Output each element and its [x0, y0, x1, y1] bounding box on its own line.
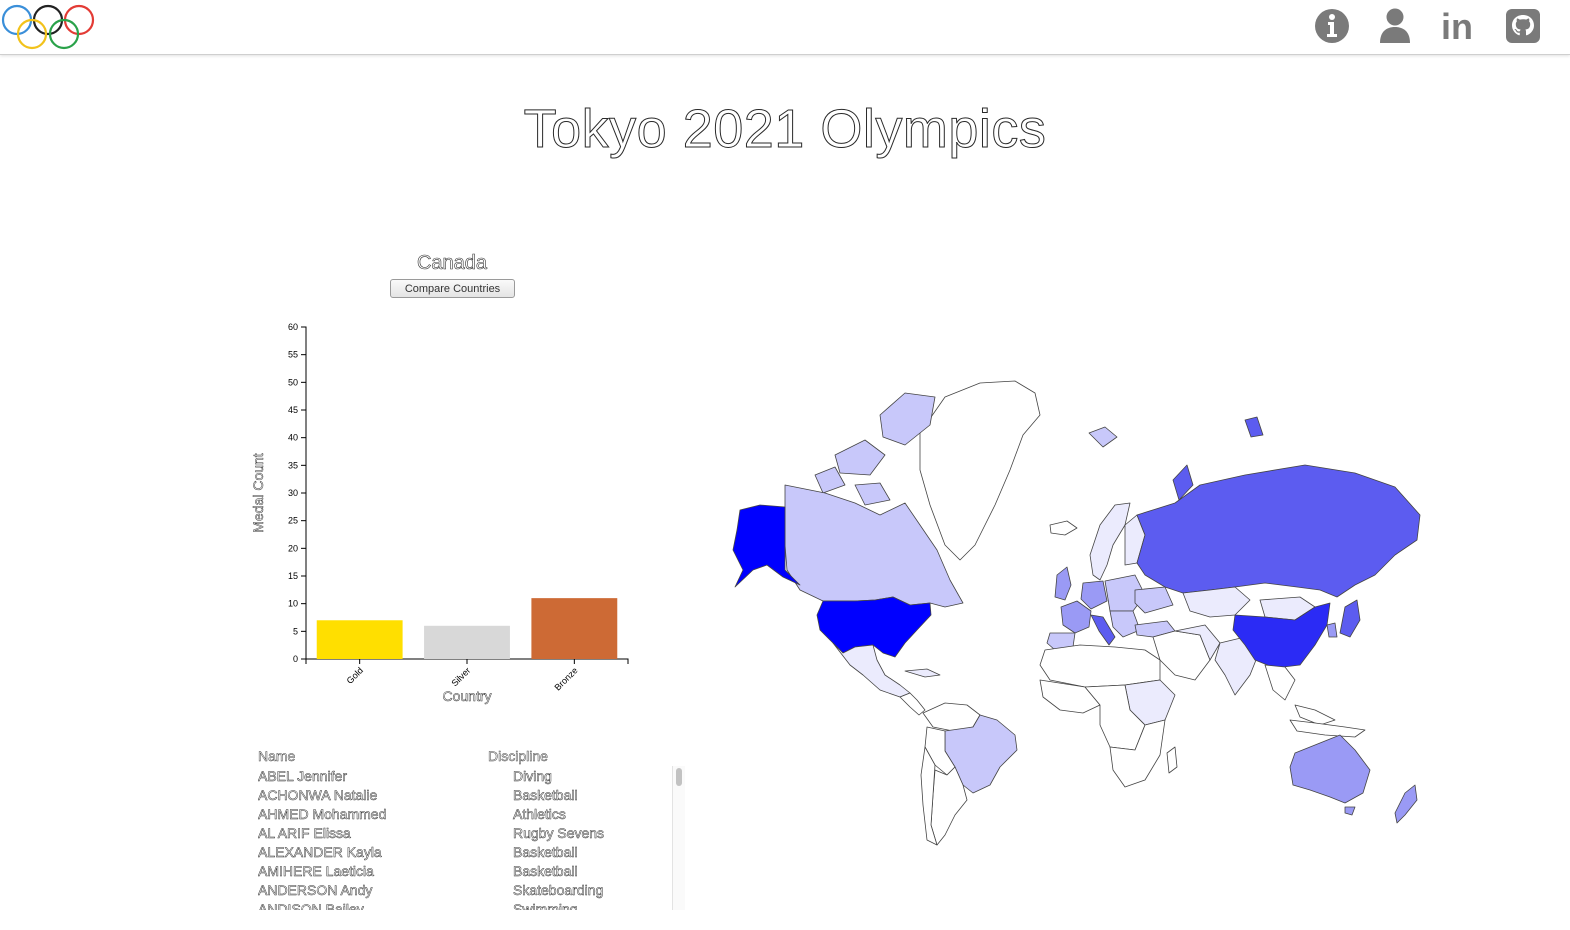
athlete-discipline: Basketball [513, 863, 578, 880]
country-united-kingdom[interactable] [1054, 566, 1072, 601]
info-icon[interactable] [1312, 6, 1352, 46]
athlete-name: ALEXANDER Kayla [258, 844, 382, 861]
medal-bar-chart: 0 5 10 15 20 25 30 35 40 45 50 55 60 Gold Silver Bronz… [250, 322, 629, 704]
world-medal-map[interactable] [705, 375, 1425, 850]
table-row[interactable]: ALEXANDER Kayla Basketball [258, 843, 668, 862]
table-row[interactable]: ABEL Jennifer Diving [258, 767, 668, 786]
table-row[interactable]: ANDISON Bailey Swimming [258, 900, 668, 910]
y-tick-label: 50 [288, 377, 298, 387]
athletes-scrollbar[interactable] [672, 766, 685, 910]
github-icon[interactable] [1503, 6, 1543, 46]
country-cuba[interactable] [904, 668, 941, 678]
country-chile[interactable] [920, 746, 938, 846]
athlete-discipline: Skateboarding [513, 882, 604, 899]
country-russia-arctic[interactable] [1172, 416, 1264, 501]
y-tick-label: 0 [293, 654, 298, 664]
country-france[interactable] [1060, 600, 1092, 634]
country-usa-alaska[interactable] [732, 504, 801, 588]
country-central-america[interactable] [899, 692, 926, 716]
y-tick-label: 5 [293, 626, 298, 636]
athlete-discipline: Basketball [513, 844, 578, 861]
bars [316, 598, 618, 659]
country-canada[interactable] [784, 484, 964, 608]
top-navbar: in [0, 0, 1570, 55]
athlete-discipline: Diving [513, 768, 552, 785]
country-mexico[interactable] [832, 642, 911, 698]
y-tick-label: 35 [288, 460, 298, 470]
country-tasmania[interactable] [1344, 806, 1356, 816]
x-tick-label: Silver [449, 665, 472, 688]
table-row[interactable]: ACHONWA Natalie Basketball [258, 786, 668, 805]
column-header-name: Name [258, 748, 296, 764]
country-greenland[interactable] [919, 380, 1041, 561]
athlete-name: AMIHERE Laeticia [258, 863, 374, 880]
country-korea[interactable] [1326, 622, 1338, 638]
athlete-name: ANDERSON Andy [258, 882, 373, 899]
selected-country-name: Canada [416, 252, 488, 275]
y-axis-label: Medal Count [250, 453, 266, 532]
y-tick-label: 60 [288, 322, 298, 332]
country-madagascar[interactable] [1166, 746, 1178, 774]
country-new-zealand[interactable] [1394, 784, 1418, 824]
athlete-name: AHMED Mohammed [258, 806, 387, 823]
country-southeast-asia[interactable] [1264, 664, 1336, 726]
athlete-discipline: Swimming [513, 901, 578, 910]
country-canada-arctic[interactable] [814, 392, 936, 506]
athlete-discipline: Athletics [513, 806, 566, 823]
bar-silver[interactable] [424, 625, 510, 659]
country-balkans[interactable] [1109, 610, 1141, 638]
bar-gold[interactable] [316, 620, 403, 659]
athletes-scrollbar-thumb[interactable] [676, 768, 682, 786]
y-axis: 0 5 10 15 20 25 30 35 40 45 50 55 60 [288, 322, 307, 664]
table-row[interactable]: AL ARIF Elissa Rugby Sevens [258, 824, 668, 843]
column-header-discipline: Discipline [488, 748, 548, 764]
linkedin-icon[interactable]: in [1437, 6, 1477, 46]
y-tick-label: 45 [288, 405, 298, 415]
athlete-discipline: Rugby Sevens [513, 825, 605, 842]
olympic-rings-logo[interactable] [0, 2, 100, 50]
country-southern-africa[interactable] [1109, 719, 1166, 788]
athlete-name: ANDISON Bailey [258, 901, 364, 910]
country-iceland[interactable] [1049, 520, 1078, 536]
athlete-name: AL ARIF Elissa [258, 825, 351, 842]
country-north-africa[interactable] [1039, 644, 1161, 688]
country-ukraine[interactable] [1134, 586, 1174, 614]
page-title: Tokyo 2021 Olympics [523, 99, 1047, 160]
y-tick-label: 10 [288, 599, 298, 609]
country-svalbard[interactable] [1088, 426, 1118, 448]
country-norway-sweden[interactable] [1089, 502, 1131, 581]
athletes-table: Name Discipline ABEL Jennifer Diving ACHON… [258, 748, 684, 910]
table-row[interactable]: AMIHERE Laeticia Basketball [258, 862, 668, 881]
user-icon[interactable] [1375, 6, 1415, 46]
country-germany[interactable] [1080, 580, 1108, 610]
country-kazakhstan[interactable] [1182, 586, 1251, 618]
x-axis-label: Country [442, 688, 491, 704]
country-japan[interactable] [1339, 599, 1361, 638]
athlete-discipline: Basketball [513, 787, 578, 804]
y-tick-label: 25 [288, 516, 298, 526]
athletes-table-body: ABEL Jennifer Diving ACHONWA Natalie Basket… [258, 767, 668, 910]
country-colombia-venezuela[interactable] [922, 702, 981, 732]
country-iran[interactable] [1174, 624, 1221, 661]
bar-bronze[interactable] [531, 598, 618, 659]
athlete-name: ACHONWA Natalie [258, 787, 378, 804]
country-indonesia[interactable] [1289, 719, 1366, 738]
y-tick-label: 55 [288, 350, 298, 360]
svg-text:in: in [1441, 6, 1473, 46]
country-italy[interactable] [1090, 614, 1116, 646]
x-tick-label: Bronze [553, 665, 580, 692]
country-usa[interactable] [816, 596, 932, 658]
country-russia[interactable] [1136, 464, 1421, 598]
athlete-name: ABEL Jennifer [258, 768, 347, 785]
x-tick-label: Gold [345, 665, 366, 686]
country-china[interactable] [1232, 602, 1331, 669]
country-australia[interactable] [1289, 734, 1371, 804]
y-tick-label: 20 [288, 543, 298, 553]
table-row[interactable]: ANDERSON Andy Skateboarding [258, 881, 668, 900]
compare-countries-button[interactable]: Compare Countries [390, 279, 515, 298]
y-tick-label: 30 [288, 488, 298, 498]
table-row[interactable]: AHMED Mohammed Athletics [258, 805, 668, 824]
y-tick-label: 15 [288, 571, 298, 581]
y-tick-label: 40 [288, 433, 298, 443]
